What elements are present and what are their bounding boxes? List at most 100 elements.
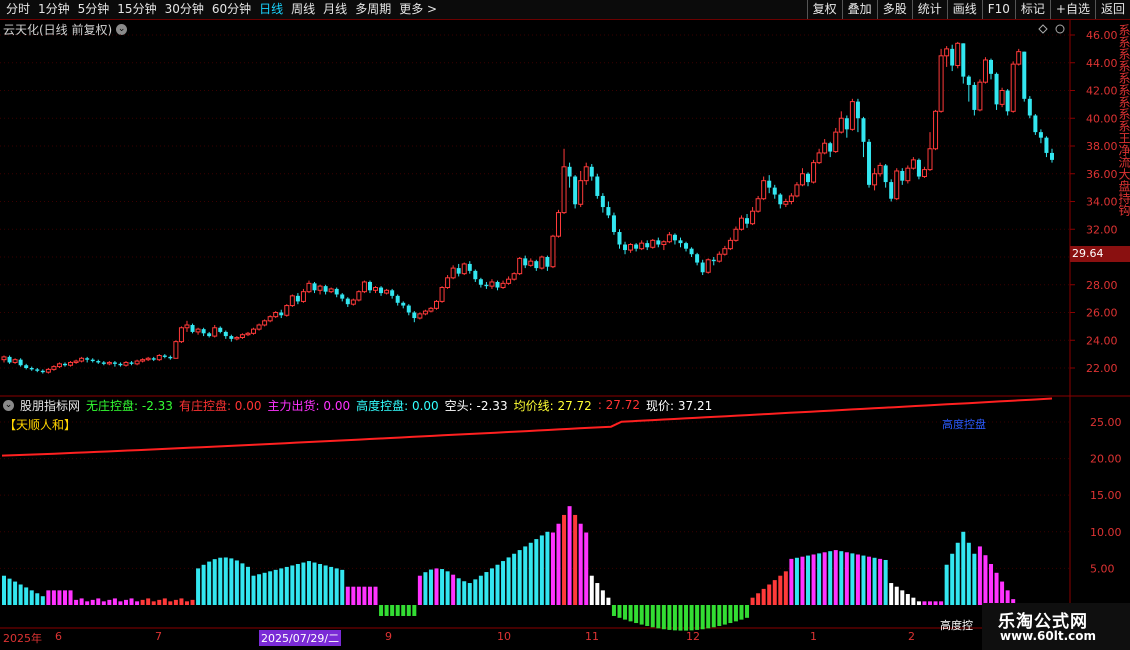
indicator-bar (262, 572, 267, 605)
period-tab-10[interactable]: 更多 > (399, 2, 438, 16)
toolbar-button-4[interactable]: 画线 (946, 0, 982, 19)
toolbar-button-1[interactable]: 叠加 (841, 0, 877, 19)
indicator-bar (356, 586, 361, 605)
period-tab-0[interactable]: 分时 (6, 2, 31, 16)
candle-body (883, 165, 888, 183)
candle-body (256, 324, 262, 330)
indicator-bar (955, 542, 960, 605)
candle-body (623, 244, 628, 251)
right-side-labels[interactable]: 系系系系系系系系系王净流大盘持钩 (1117, 24, 1130, 216)
indicator-bar (745, 605, 750, 618)
indicator-settings-icon[interactable]: ⌄ (3, 399, 14, 411)
candle-body (561, 166, 567, 214)
candle-body (1044, 137, 1049, 153)
indicator-bar (173, 599, 178, 605)
indicator-axis-label: 10.00 (1090, 526, 1122, 539)
indicator-bar (290, 565, 295, 605)
candle-body (666, 234, 672, 243)
period-tab-8[interactable]: 月线 (323, 2, 348, 16)
candle-body (422, 310, 428, 315)
candle-body (788, 195, 794, 202)
indicator-value-7: 现价: 37.21 (646, 398, 713, 413)
candle-body (361, 281, 367, 293)
candle-body (1005, 90, 1010, 112)
indicator-bar (855, 554, 860, 605)
period-tab-5[interactable]: 60分钟 (211, 2, 252, 16)
indicator-bar (306, 561, 311, 605)
indicator-bar (251, 575, 256, 605)
indicator-bar (35, 593, 40, 605)
indicator-bar (517, 550, 522, 605)
candle-body (295, 295, 300, 302)
period-tab-1[interactable]: 1分钟 (38, 2, 70, 16)
indicator-bar (706, 605, 711, 629)
indicator-bar (606, 597, 611, 605)
indicator-axis-label: 25.00 (1090, 416, 1122, 429)
candle-body (195, 328, 201, 333)
indicator-bar (756, 593, 761, 605)
candle-body (18, 359, 23, 366)
indicator-bar (944, 564, 949, 605)
indicator-bar (539, 535, 544, 605)
toolbar-button-3[interactable]: 统计 (911, 0, 947, 19)
indicator-bar (584, 532, 589, 605)
period-tab-7[interactable]: 周线 (291, 2, 316, 16)
indicator-bar (861, 555, 866, 605)
candle-body (506, 278, 512, 284)
candle-body (727, 239, 733, 250)
toolbar-button-0[interactable]: 复权 (806, 0, 842, 19)
indicator-bar (279, 568, 284, 605)
indicator-bar (783, 571, 788, 605)
candle-body (578, 180, 584, 205)
indicator-bar (928, 601, 933, 605)
indicator-name[interactable]: 股朋指标网 (20, 398, 81, 413)
indicator-bar (695, 605, 700, 630)
candle-body (816, 152, 822, 164)
indicator-bar (800, 556, 805, 605)
period-tab-9[interactable]: 多周期 (355, 2, 392, 16)
candle-body (733, 228, 739, 241)
candle-body (467, 263, 472, 271)
indicator-bar (284, 566, 289, 605)
indicator-bar (672, 605, 677, 631)
candle-body (201, 329, 206, 334)
kline-chart[interactable]: 46.00 44.00 42.00 40.00 38.00 36.00 34.00 32.00… (0, 20, 1130, 650)
candle-body (849, 101, 855, 130)
indicator-bar (207, 561, 212, 605)
date-label-9: 2 (908, 630, 915, 643)
candle-body (695, 254, 700, 263)
indicator-bar (135, 601, 140, 605)
candle-body (955, 42, 961, 67)
price-axis-label: 28.00 (1086, 279, 1118, 292)
candle-body (450, 267, 456, 279)
toolbar-button-8[interactable]: 返回 (1094, 0, 1130, 19)
indicator-bar (129, 598, 134, 605)
toolbar-button-6[interactable]: 标记 (1014, 0, 1050, 19)
candle-body (356, 291, 362, 301)
indicator-bar (395, 605, 400, 616)
candle-body (555, 212, 561, 237)
candle-body (384, 289, 390, 294)
indicator-bar (867, 556, 872, 605)
candle-body (1010, 63, 1016, 112)
settings-gear-icon[interactable]: ⌄ (116, 23, 128, 35)
candle-body (589, 166, 594, 177)
period-tab-2[interactable]: 5分钟 (77, 2, 110, 16)
period-tab-6[interactable]: 日线 (259, 2, 284, 16)
toolbar-button-7[interactable]: +自选 (1049, 0, 1095, 19)
indicator-bar (883, 559, 888, 605)
period-tab-4[interactable]: 30分钟 (164, 2, 204, 16)
candle-body (279, 312, 284, 316)
indicator-value-4: 空头: -2.33 (444, 398, 508, 413)
toolbar-button-5[interactable]: F10 (981, 0, 1015, 19)
toolbar-button-2[interactable]: 多股 (876, 0, 912, 19)
date-label-0: 2025年 (3, 632, 42, 645)
indicator-bar (257, 574, 262, 605)
indicator-bar (79, 598, 84, 605)
candle-body (262, 320, 268, 326)
candle-body (223, 331, 228, 337)
indicator-value-3: 高度控盘: 0.00 (356, 398, 439, 413)
candle-body (705, 259, 711, 273)
indicator-bar (589, 575, 594, 605)
period-tab-3[interactable]: 15分钟 (117, 2, 157, 16)
